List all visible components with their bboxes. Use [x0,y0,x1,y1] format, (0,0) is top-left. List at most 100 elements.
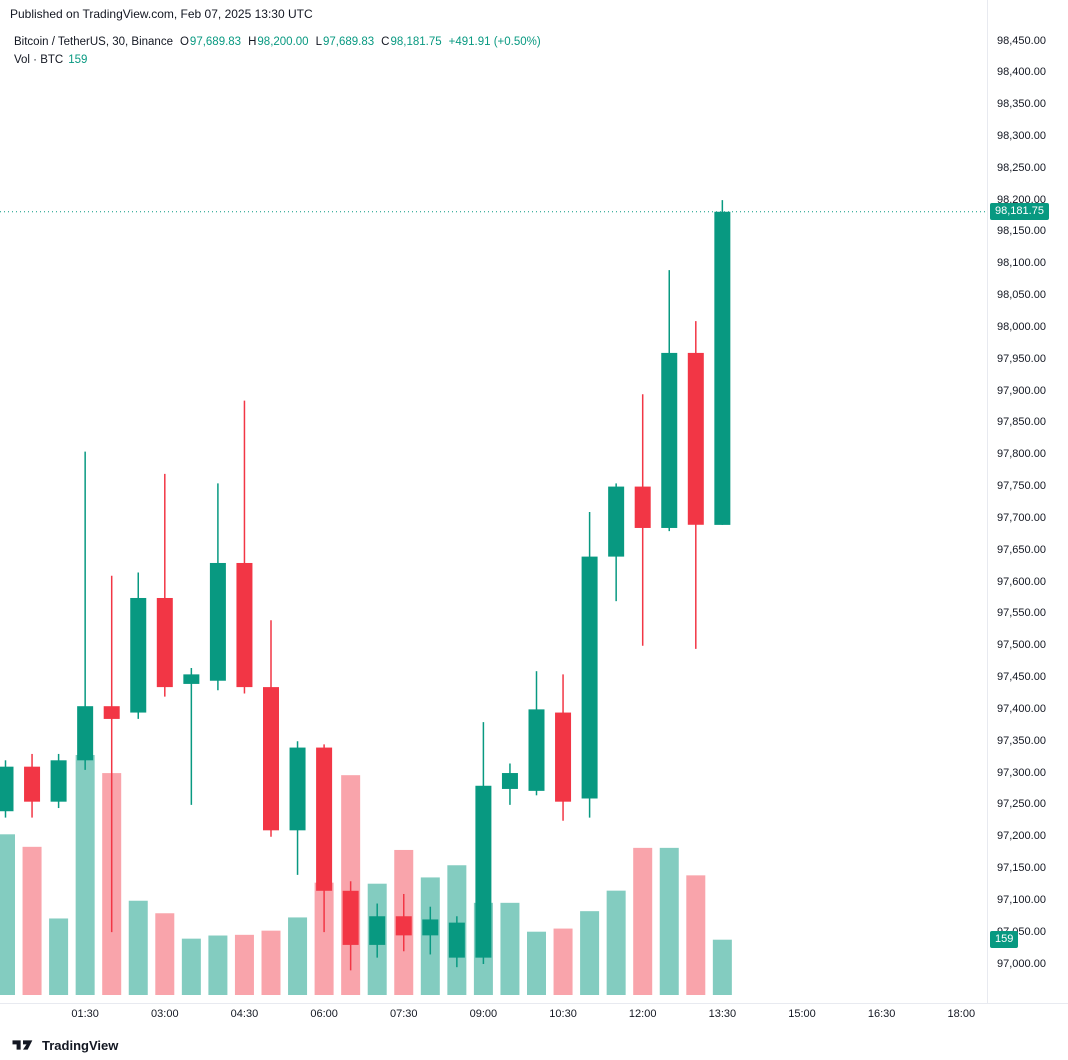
candle-body [422,919,439,936]
candle-body [528,709,545,791]
price-axis-label: 98,350.00 [997,98,1046,111]
candle-body [316,747,333,891]
price-axis-label: 98,100.00 [997,257,1046,270]
candle-body [103,706,120,719]
volume-value: 159 [68,54,88,66]
symbol-title: Bitcoin / TetherUS, 30, Binance [14,36,173,48]
volume-badge: 159 [990,931,1019,949]
candle-body [289,747,306,831]
price-axis-label: 97,200.00 [997,830,1046,843]
price-axis-label: 97,000.00 [997,957,1046,970]
legend-row-volume: Vol · BTC 159 [14,51,541,69]
volume-bar [261,930,281,995]
volume-bar [0,834,15,995]
volume-bar [155,913,175,995]
candle-body [634,486,651,528]
candlestick-chart[interactable] [0,0,985,1003]
time-axis-label: 09:00 [469,1008,498,1020]
price-axis-label: 97,400.00 [997,702,1046,715]
volume-bar [527,931,546,995]
price-axis-label: 98,400.00 [997,66,1046,79]
candle-body [608,486,625,557]
price-axis-label: 97,900.00 [997,384,1046,397]
candle-body [555,712,572,802]
price-axis-label: 98,450.00 [997,34,1046,47]
candle-body [475,785,492,958]
candle-body [183,674,200,684]
candle-body [156,597,173,688]
price-axis-label: 97,250.00 [997,798,1046,811]
candle-body [130,597,147,713]
candle-body [501,773,518,789]
published-caption: Published on TradingView.com, Feb 07, 20… [10,7,313,21]
volume-label: Vol · BTC [14,54,64,66]
price-axis-label: 97,150.00 [997,862,1046,875]
tradingview-logo-icon [12,1040,33,1050]
volume-bar [49,918,69,995]
candle-body [395,916,412,936]
price-axis-label: 97,600.00 [997,575,1046,588]
ohlc-item: O97,689.83 [179,36,242,48]
candle-body [236,562,253,688]
candle-body [661,352,678,528]
candle-body [342,890,359,945]
time-axis-label: 12:00 [628,1008,657,1020]
candle-body [77,706,94,761]
candle-body [24,766,41,802]
volume-bar [314,882,334,995]
ohlc-values: O97,689.83 H98,200.00 L97,689.83 C98,181.75 [173,36,442,48]
volume-bar [659,847,679,995]
price-axis-label: 98,150.00 [997,225,1046,238]
volume-bar [606,890,626,995]
volume-bar [181,938,201,995]
volume-bar [234,934,254,995]
candle-body [687,352,704,525]
volume-bar [580,911,600,995]
price-axis-label: 97,700.00 [997,511,1046,524]
candle-body [581,556,598,799]
time-axis-label: 06:00 [310,1008,338,1020]
time-axis-separator [0,1003,1068,1004]
candle-body [0,766,14,812]
candle-body [209,562,226,681]
candle-body [50,760,67,802]
volume-bar [208,935,228,995]
legend-row-ohlc: Bitcoin / TetherUS, 30, Binance O97,689.8… [14,33,541,51]
tradingview-brand: TradingView [42,1037,119,1053]
time-axis: 01:30 03:00 04:30 06:00 07:30 09:00 10:30 12:00… [0,1008,985,1024]
volume-bar [686,875,706,995]
price-axis-label: 97,750.00 [997,480,1046,493]
time-axis-label: 10:30 [549,1008,577,1020]
time-axis-label: 03:00 [151,1008,179,1020]
chart-legend: Bitcoin / TetherUS, 30, Binance O97,689.8… [14,33,541,69]
price-axis-label: 98,000.00 [997,320,1046,333]
candle-body [369,916,386,945]
ohlc-item: H98,200.00 [248,36,309,48]
price-axis-label: 97,650.00 [997,543,1046,556]
price-axis-separator [987,0,988,1003]
volume-bar [22,846,42,995]
volume-bar [500,902,520,995]
price-axis-label: 98,250.00 [997,161,1046,174]
candle-body [714,211,731,525]
candle-body [263,687,279,831]
last-price-badge: 98,181.75 [990,203,1049,221]
time-axis-label: 16:30 [867,1008,896,1020]
price-axis-label: 98,050.00 [997,289,1046,302]
volume-bar [633,847,653,995]
price-axis-label: 97,550.00 [997,607,1046,620]
price-axis-label: 97,500.00 [997,639,1046,652]
volume-bar [288,917,308,995]
time-axis-label: 15:00 [788,1008,816,1020]
price-axis-label: 97,300.00 [997,766,1046,779]
price-change: +491.91 (+0.50%) [448,36,541,48]
tradingview-footer-link[interactable]: TradingView [10,1036,118,1054]
price-axis-label: 97,450.00 [997,671,1046,684]
time-axis-label: 07:30 [389,1008,418,1020]
volume-bar [128,900,148,995]
price-axis-label: 98,300.00 [997,129,1046,142]
volume-bar [712,939,732,995]
volume-bar [553,928,573,995]
time-axis-label: 13:30 [708,1008,737,1020]
time-axis-label: 01:30 [71,1008,99,1020]
